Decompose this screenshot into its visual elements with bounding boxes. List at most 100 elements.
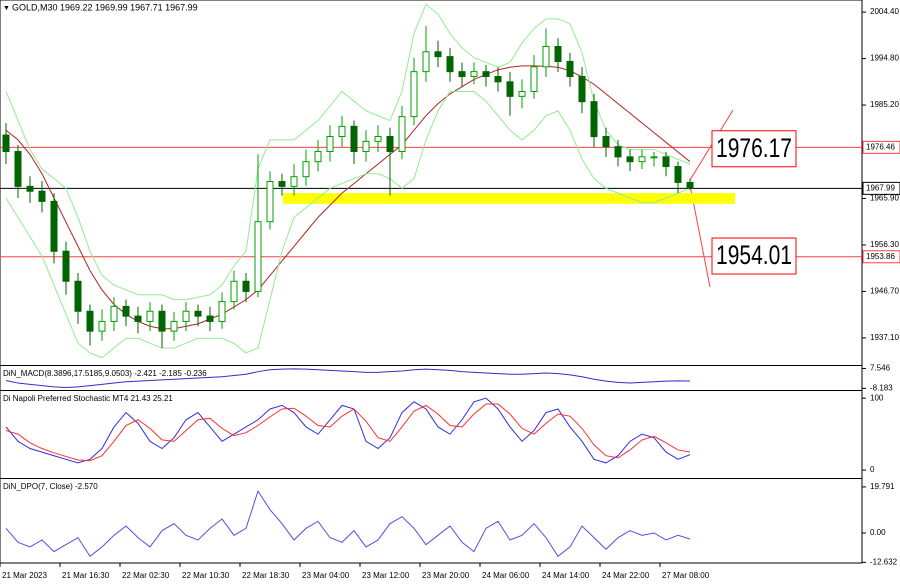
candle-body — [662, 156, 670, 168]
x-tick-label: 24 Mar 14:00 — [542, 571, 590, 580]
x-tick-label: 21 Mar 2023 — [2, 571, 47, 580]
candle-body — [158, 310, 166, 332]
candle-body — [614, 146, 622, 158]
x-tick-label: 23 Mar 20:00 — [422, 571, 470, 580]
candle-body — [182, 310, 190, 322]
candle-body — [566, 60, 574, 77]
panel-title: DiN_MACD(8.3896,17.5185,9.0503) -2.421 -… — [3, 369, 207, 378]
candle-body — [50, 200, 58, 252]
y-tick-label: 1937.10 — [870, 333, 899, 342]
panel-title: DiN_DPO(7, Close) -2.570 — [3, 482, 98, 491]
candle-body — [554, 45, 562, 62]
indicator-line — [5, 368, 691, 388]
candle-body — [62, 250, 70, 282]
y-tick-label: 2004.40 — [870, 7, 899, 16]
indicator-line — [5, 3, 691, 301]
y-tick-label: 19.791 — [870, 482, 895, 491]
candle-body — [674, 166, 682, 183]
candle-body — [242, 280, 250, 292]
x-tick-label: 22 Mar 18:30 — [242, 571, 290, 580]
annotation-box — [711, 130, 797, 168]
candle-body — [110, 305, 118, 322]
indicator-line — [5, 397, 691, 464]
candle-body — [458, 71, 466, 77]
chart-title: GOLD,M30 1969.22 1969.99 1967.71 1967.99 — [12, 2, 198, 12]
candle-body — [170, 320, 178, 332]
y-tick-label: 1965.90 — [870, 194, 899, 203]
x-tick-label: 23 Mar 12:00 — [362, 571, 410, 580]
candle-body — [350, 125, 358, 153]
annotation-label: 1976.17 — [716, 133, 792, 163]
candle-body — [398, 116, 406, 153]
price-label-box — [862, 140, 900, 154]
annotation-box — [711, 237, 797, 275]
y-tick-label: 1956.30 — [870, 240, 899, 249]
candle-body — [2, 134, 10, 153]
candle-body — [74, 280, 82, 312]
menu-arrow[interactable]: ▼ — [3, 5, 10, 12]
candle-body — [254, 221, 262, 292]
x-tick-label: 24 Mar 22:00 — [602, 571, 650, 580]
candle-body — [14, 151, 22, 187]
x-tick-label: 21 Mar 16:30 — [62, 571, 110, 580]
plot-frame — [0, 0, 863, 564]
candle-body — [590, 101, 598, 138]
candle-body — [362, 140, 370, 153]
y-tick-label: 1985.20 — [870, 100, 899, 109]
candle-body — [218, 301, 226, 322]
candle-body — [134, 315, 142, 322]
price-label-box — [862, 250, 900, 264]
y-tick-label: 1946.70 — [870, 287, 899, 296]
candle-body — [506, 81, 514, 97]
candle-body — [290, 176, 298, 187]
candle-body — [638, 156, 646, 163]
candle-body — [518, 90, 526, 97]
y-tick-label: 1994.80 — [870, 54, 899, 63]
panel-title: Di Napoli Preferred Stochastic MT4 21.43… — [3, 394, 173, 403]
x-tick-label: 23 Mar 04:00 — [302, 571, 350, 580]
candle-body — [122, 305, 130, 317]
candle-body — [530, 66, 538, 92]
price-label: 1967.99 — [866, 183, 895, 192]
candle-body — [38, 190, 46, 202]
candle-body — [410, 71, 418, 118]
y-tick-label: 0 — [870, 465, 875, 474]
y-tick-label: -12.632 — [870, 557, 898, 566]
y-tick-label: 7.546 — [870, 364, 891, 373]
candle-body — [686, 181, 694, 189]
support-zone — [283, 193, 735, 204]
y-tick-label: 100 — [870, 393, 884, 402]
candle-body — [146, 310, 154, 322]
candle-body — [302, 161, 310, 178]
candle-body — [194, 310, 202, 317]
candle-body — [314, 151, 322, 163]
candle-body — [386, 136, 394, 153]
candle-body — [374, 136, 382, 142]
candle-body — [578, 75, 586, 103]
candle-body — [434, 51, 442, 58]
price-label: 1976.46 — [866, 142, 895, 151]
x-tick-label: 27 Mar 08:00 — [662, 571, 710, 580]
indicator-line — [5, 489, 691, 557]
candle-body — [494, 75, 502, 83]
price-label: 1953.86 — [866, 252, 895, 261]
candle-body — [326, 136, 334, 153]
candle-body — [446, 56, 454, 73]
y-tick-label: 0.00 — [870, 528, 886, 537]
candle-body — [338, 125, 346, 138]
candle-body — [602, 136, 610, 148]
y-tick-label: -8.183 — [870, 383, 893, 392]
candle-body — [266, 181, 274, 223]
indicator-line — [5, 403, 691, 462]
annotation-label: 1954.01 — [716, 240, 792, 270]
candle-body — [482, 71, 490, 77]
candle-body — [542, 45, 550, 68]
indicator-line — [5, 65, 691, 330]
candle-body — [230, 280, 238, 303]
candle-body — [206, 315, 214, 322]
candle-body — [650, 156, 658, 159]
candle-body — [626, 156, 634, 163]
x-tick-label: 24 Mar 06:00 — [482, 571, 530, 580]
candle-body — [86, 310, 94, 332]
